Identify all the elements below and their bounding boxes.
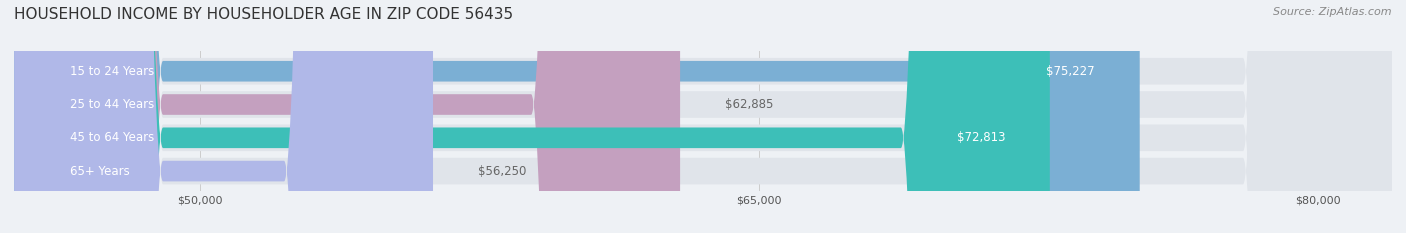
FancyBboxPatch shape: [14, 0, 433, 233]
Text: $56,250: $56,250: [478, 164, 526, 178]
Text: 45 to 64 Years: 45 to 64 Years: [70, 131, 155, 144]
Text: HOUSEHOLD INCOME BY HOUSEHOLDER AGE IN ZIP CODE 56435: HOUSEHOLD INCOME BY HOUSEHOLDER AGE IN Z…: [14, 7, 513, 22]
Text: Source: ZipAtlas.com: Source: ZipAtlas.com: [1274, 7, 1392, 17]
Text: $75,227: $75,227: [1046, 65, 1095, 78]
FancyBboxPatch shape: [14, 0, 1392, 233]
FancyBboxPatch shape: [14, 0, 1392, 233]
Text: $62,885: $62,885: [724, 98, 773, 111]
Text: 65+ Years: 65+ Years: [70, 164, 129, 178]
FancyBboxPatch shape: [14, 0, 1392, 233]
FancyBboxPatch shape: [14, 0, 1050, 233]
Text: 25 to 44 Years: 25 to 44 Years: [70, 98, 155, 111]
Text: 15 to 24 Years: 15 to 24 Years: [70, 65, 155, 78]
FancyBboxPatch shape: [14, 0, 1140, 233]
FancyBboxPatch shape: [14, 0, 1392, 233]
FancyBboxPatch shape: [14, 0, 681, 233]
Text: $72,813: $72,813: [956, 131, 1005, 144]
